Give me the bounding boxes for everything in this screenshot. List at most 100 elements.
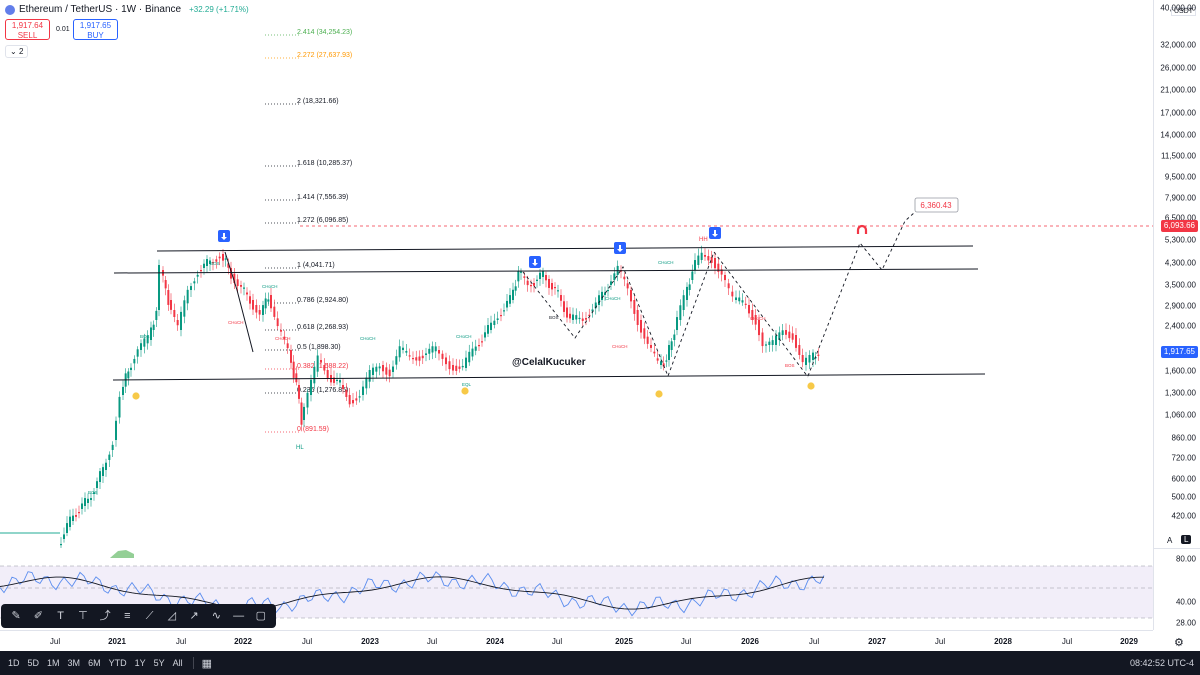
range-button[interactable]: 5D: [27, 658, 40, 668]
candle-body: [115, 420, 117, 440]
pattern-zigzag-2: [522, 251, 809, 378]
candle-body: [69, 516, 71, 527]
candle-body: [626, 283, 629, 289]
brush-icon[interactable]: ✎: [11, 610, 21, 622]
candle-body: [493, 320, 496, 325]
candlestick-series: [60, 245, 820, 548]
trend-icon[interactable]: ↗: [189, 610, 199, 622]
range-button[interactable]: 6M: [88, 658, 101, 668]
candle-body: [300, 402, 303, 425]
fib-level-label: 2 (18,321.66): [297, 98, 339, 105]
candle-body: [392, 366, 394, 372]
path-icon[interactable]: ⤴: [99, 610, 111, 622]
log-scale-button[interactable]: L: [1181, 535, 1192, 544]
settings-gear-icon[interactable]: ⚙: [1174, 637, 1184, 649]
buy-price: 1,917.65: [79, 21, 112, 30]
fib-level-label: 2.272 (27,637.93): [297, 52, 352, 59]
candle-body: [720, 269, 723, 275]
candle-body: [240, 285, 242, 287]
rectangle-icon[interactable]: ▢: [255, 610, 267, 622]
fibonacci-extension[interactable]: 2.414 (34,254.23) 2.272 (27,637.93) 2 (18,…: [265, 29, 352, 433]
candle-body: [640, 320, 642, 333]
fib-icon[interactable]: ≡: [124, 610, 131, 622]
horizontal-line-icon[interactable]: —: [233, 610, 245, 622]
candle-body: [306, 392, 309, 408]
chart-header: Ethereum / TetherUS · 1W · Binance +32.2…: [0, 0, 600, 60]
time-tick: Jul: [175, 637, 187, 646]
candle-body: [206, 259, 208, 266]
candle-body: [358, 396, 361, 398]
rsi-tick: 28.00: [1175, 618, 1196, 628]
range-button[interactable]: 1D: [8, 658, 20, 668]
indicator-collapse-button[interactable]: ⌄ 2: [5, 45, 29, 58]
symbol-row[interactable]: Ethereum / TetherUS · 1W · Binance +32.2…: [5, 4, 249, 15]
candle-body: [102, 467, 104, 476]
candle-body: [78, 512, 80, 514]
ruler-icon[interactable]: ⟋: [145, 610, 154, 622]
down-arrow-icon[interactable]: [709, 227, 721, 239]
range-button[interactable]: 5Y: [153, 658, 165, 668]
smc-label: CHoCH: [612, 344, 628, 349]
down-arrow-icon[interactable]: [614, 242, 626, 254]
buy-button[interactable]: 1,917.65 BUY: [73, 19, 118, 40]
date-range-icon[interactable]: ▦: [201, 657, 213, 670]
candle-body: [339, 380, 341, 383]
price-chart-pane[interactable]: 2.414 (34,254.23) 2.272 (27,637.93) 2 (18,…: [0, 0, 1153, 548]
sell-button[interactable]: 1,917.64 SELL: [5, 19, 50, 40]
time-axis[interactable]: Jul 2021 Jul 2022 Jul 2023 Jul 2024 Jul 2025 Jul 20…: [0, 630, 1153, 651]
text-icon[interactable]: ⊤: [78, 610, 88, 622]
candle-body: [490, 322, 492, 330]
candle-body: [569, 313, 571, 319]
mid-channel-line[interactable]: [113, 268, 979, 274]
candle-body: [601, 291, 603, 300]
candle-body: [105, 462, 107, 470]
anchored-text-icon[interactable]: T: [57, 610, 64, 622]
symbol-title[interactable]: Ethereum / TetherUS · 1W · Binance: [19, 4, 182, 15]
current-price-badge: 1,917.65: [1160, 346, 1198, 358]
candle-body: [441, 353, 444, 359]
candle-body: [630, 290, 632, 302]
hh-label: HH: [699, 237, 708, 243]
price-tick: 5,300.00: [1164, 235, 1196, 245]
candle-body: [512, 289, 514, 300]
price-tick: 2,400.00: [1164, 321, 1196, 331]
price-axis[interactable]: USDT 40,000.00 32,000.00 26,000.00 21,000.0…: [1153, 0, 1200, 548]
smc-label: BOS: [210, 261, 220, 266]
candle-body: [143, 338, 146, 347]
lower-channel-line[interactable]: [112, 373, 986, 381]
fib-level-label: 1.272 (6,096.85): [297, 217, 348, 224]
candle-body: [691, 271, 694, 280]
range-button[interactable]: 3M: [67, 658, 81, 668]
pencil-icon[interactable]: ✐: [33, 610, 43, 622]
time-tick: Jul: [426, 637, 438, 646]
zigzag-icon[interactable]: ∿: [211, 610, 221, 622]
trendline-drawings[interactable]: [0, 211, 1153, 534]
time-tick: 2025: [615, 637, 633, 646]
candle-body: [388, 369, 391, 377]
candle-body: [155, 310, 158, 320]
target-label-box[interactable]: [914, 197, 959, 213]
down-arrow-icon[interactable]: [218, 230, 230, 242]
rsi-axis[interactable]: 80.00 40.00 28.00: [1153, 548, 1200, 630]
range-button[interactable]: YTD: [108, 658, 127, 668]
candle-body: [509, 295, 511, 304]
auto-scale-button[interactable]: A: [1167, 536, 1173, 545]
candle-body: [186, 289, 189, 304]
projection-path[interactable]: [807, 211, 916, 377]
candle-body: [170, 300, 172, 310]
candle-body: [623, 276, 626, 280]
shape-icon[interactable]: ◿: [167, 610, 177, 622]
footer-divider: [192, 657, 194, 669]
range-button[interactable]: All: [172, 658, 183, 668]
upper-channel-line[interactable]: [156, 245, 974, 252]
time-tick: Jul: [680, 637, 692, 646]
clock[interactable]: 08:42:52 UTC-4: [1129, 658, 1194, 668]
candle-body: [539, 272, 541, 279]
range-button[interactable]: 1Y: [134, 658, 146, 668]
candle-body: [487, 325, 489, 334]
range-button[interactable]: 1M: [47, 658, 60, 668]
down-arrow-icon[interactable]: [529, 256, 541, 268]
candle-body: [496, 318, 499, 320]
candle-body: [280, 330, 282, 332]
down-arrow-markers[interactable]: [218, 227, 721, 268]
